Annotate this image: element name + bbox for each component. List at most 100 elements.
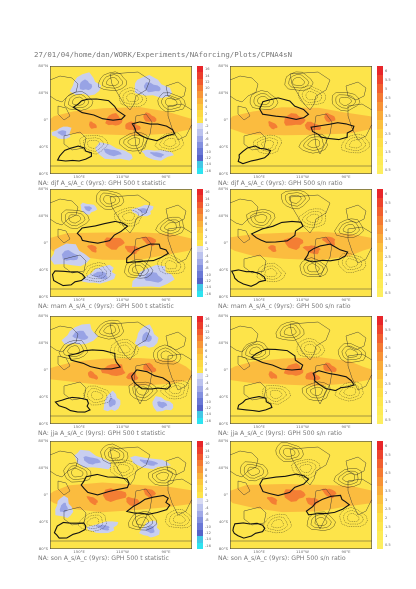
coastline: [57, 105, 71, 121]
colorbar-tick-label: -14: [205, 285, 211, 290]
contour-line: [99, 192, 120, 207]
zero-contour: [76, 220, 129, 244]
colorbar-swatch: [197, 189, 203, 196]
colorbar-tick-label: 2: [205, 486, 208, 491]
coastline: [230, 415, 372, 424]
panel-caption: NA: djf A_s/A_c (9yrs): GPH 500 t statis…: [38, 180, 166, 187]
high-value-spot: [125, 245, 140, 255]
colorbar-swatch: [377, 486, 383, 495]
colorbar-swatch: [377, 165, 383, 174]
colorbar-swatch: [197, 441, 203, 448]
colorbar-tick-label: -16: [205, 418, 211, 423]
colorbar-swatch: [197, 85, 203, 92]
colorbar-tick-label: 2: [205, 234, 208, 239]
lat-tick-label: 40°N: [218, 213, 228, 218]
colorbar-swatch: [197, 404, 203, 412]
high-value-spot: [87, 370, 98, 380]
colorbar-tick-label: 0.5: [385, 542, 391, 547]
colorbar-tick-label: 6: [385, 68, 388, 73]
contour-line: [113, 341, 135, 356]
zero-contour: [230, 269, 267, 287]
lat-tick-label: 80°N: [218, 438, 228, 443]
contour-line: [109, 339, 139, 359]
contour-line: [164, 260, 178, 270]
lat-tick-label: 40°S: [218, 144, 228, 149]
contour-line: [339, 97, 352, 106]
colorbar-tick-label: 5.5: [385, 452, 391, 457]
map-field: [50, 66, 192, 174]
map-svg: [50, 316, 192, 424]
colorbar-tick-label: 3.5: [385, 113, 391, 118]
colorbar-tick-label: 12: [205, 329, 210, 334]
coastline: [243, 131, 267, 151]
contour-line: [114, 207, 143, 227]
colorbar-tick-label: -6: [205, 260, 209, 265]
coastline: [237, 228, 251, 244]
colorbar-swatch: [197, 392, 203, 399]
contour-line: [90, 267, 103, 277]
map-field: [50, 189, 192, 297]
high-value-spot: [126, 496, 140, 507]
high-value-spot: [143, 362, 157, 373]
contour-line: [117, 344, 131, 354]
colorbar-swatch: [197, 290, 203, 297]
colorbar-tick-label: 1: [385, 533, 388, 538]
colorbar-tick-label: -14: [205, 162, 211, 167]
colorbar-swatch: [377, 388, 383, 397]
zero-contour: [80, 473, 130, 496]
contour-line: [281, 189, 310, 210]
lon-tick-label: 150°E: [73, 424, 85, 429]
contour-line: [160, 350, 173, 360]
colorbar-tick-label: 0: [205, 368, 208, 372]
negative-core: [139, 459, 159, 466]
colorbar-swatch: [197, 271, 203, 278]
colorbar-tick-label: 14: [205, 73, 210, 78]
lon-tick-label: 150°E: [253, 297, 265, 302]
map-field: [230, 441, 372, 549]
colorbar-tick-label: -4: [205, 130, 209, 135]
panel-caption: NA: mam A_s/A_c (9yrs): GPH 500 t statis…: [38, 303, 174, 310]
colorbar-tick-label: 3: [385, 122, 388, 127]
coastline: [313, 113, 333, 155]
colorbar-swatch: [377, 379, 383, 388]
contour-line: [165, 98, 178, 107]
colorbar-swatch: [197, 328, 203, 336]
colorbar-tick-label: 1: [385, 281, 388, 286]
colorbar-swatch: [197, 129, 203, 136]
map-field: [230, 66, 372, 174]
contour-line: [67, 465, 88, 480]
colorbar: [377, 189, 383, 297]
lon-tick-label: 90°E: [161, 424, 171, 429]
lat-tick-label: 0°: [43, 240, 48, 245]
contour-line: [338, 221, 360, 236]
zero-contour: [125, 494, 171, 515]
lon-tick-label: 110°W: [296, 549, 309, 554]
colorbar-swatch: [197, 277, 203, 285]
colorbar: [197, 316, 203, 424]
colorbar-tick-label: 4: [205, 228, 208, 233]
colorbar-tick-label: 1.5: [385, 399, 391, 404]
coastline: [230, 325, 259, 353]
colorbar-tick-label: 0.5: [385, 417, 391, 422]
coastline: [230, 75, 259, 103]
lat-tick-label: 0°: [223, 492, 228, 497]
lat-tick-label: 80°N: [38, 63, 48, 68]
contour-line: [136, 386, 149, 396]
colorbar-swatch: [197, 246, 203, 253]
contour-line: [58, 340, 88, 360]
contour-line: [154, 132, 185, 152]
colorbar-swatch: [197, 195, 203, 202]
contour-line: [148, 466, 177, 486]
lon-tick-label: 90°E: [341, 297, 351, 302]
colorbar-swatch: [197, 208, 203, 215]
colorbar-swatch: [377, 522, 383, 531]
lat-tick-label: 80°S: [218, 294, 228, 299]
colorbar-swatch: [197, 417, 203, 424]
colorbar-tick-label: 12: [205, 202, 210, 207]
colorbar-swatch: [377, 261, 383, 270]
contour-line: [243, 464, 265, 479]
colorbar-swatch: [197, 529, 203, 537]
colorbar-tick-label: -12: [205, 406, 211, 411]
colorbar-tick-label: 5.5: [385, 200, 391, 205]
high-value-spot: [89, 121, 97, 129]
